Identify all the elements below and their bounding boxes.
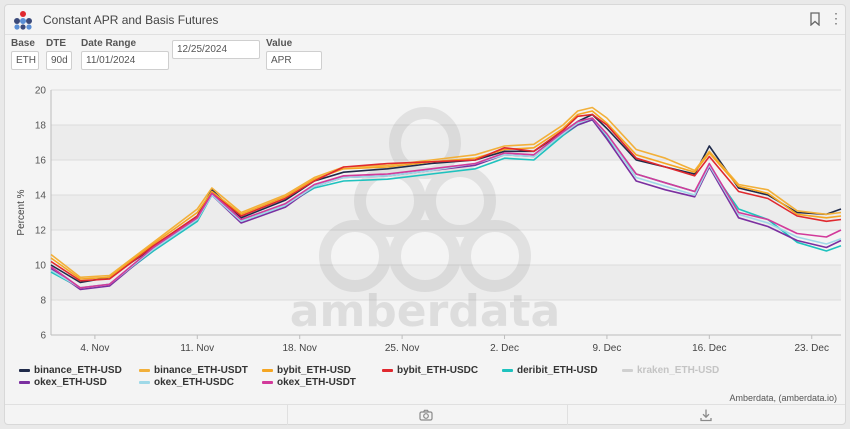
legend-swatch: [262, 380, 273, 384]
grid-band: [51, 195, 841, 230]
y-tick-label: 14: [35, 191, 47, 202]
series-line-binance_ETH-USDT[interactable]: [50, 106, 842, 279]
legend-item-binance_ETH-USDT[interactable]: binance_ETH-USDT: [139, 365, 248, 376]
y-tick-label: 6: [40, 331, 46, 342]
value-control: Value APR: [266, 38, 322, 70]
x-tick-label: 16. Dec: [692, 343, 726, 354]
amberdata-logo-icon: [14, 11, 32, 30]
legend-label: bybit_ETH-USDC: [397, 365, 479, 376]
watermark-logo: [319, 107, 531, 292]
base-control: Base ETH: [11, 38, 39, 70]
legend-swatch: [139, 368, 150, 372]
y-tick-label: 18: [35, 121, 47, 132]
value-label: Value: [266, 38, 293, 49]
footer-divider: [287, 405, 288, 425]
dte-control: DTE 90d: [46, 38, 72, 70]
legend-swatch: [502, 368, 513, 372]
legend-item-okex_ETH-USDT[interactable]: okex_ETH-USDT: [262, 377, 356, 388]
legend-item-bybit_ETH-USDC[interactable]: bybit_ETH-USDC: [382, 365, 478, 376]
panel-header: Constant APR and Basis Futures ⋮: [5, 5, 845, 35]
watermark-circle: [389, 107, 461, 179]
y-tick-label: 20: [35, 86, 47, 97]
grid-band: [51, 265, 841, 300]
legend-swatch: [622, 368, 633, 372]
watermark-text: amberdata: [290, 286, 561, 337]
series-line-bybit_ETH-USD[interactable]: [50, 110, 842, 280]
dte-select[interactable]: 90d: [46, 51, 72, 70]
y-axis-label: Percent %: [16, 189, 27, 235]
dte-label: DTE: [46, 38, 66, 49]
legend-item-okex_ETH-USD[interactable]: okex_ETH-USD: [19, 377, 107, 388]
camera-icon[interactable]: [419, 408, 433, 422]
series-line-okex_ETH-USDC[interactable]: [50, 117, 842, 289]
x-tick-label: 18. Nov: [282, 343, 316, 354]
watermark-circle: [319, 220, 391, 292]
legend-swatch: [19, 380, 30, 384]
footer-divider: [567, 405, 568, 425]
x-tick-label: 25. Nov: [385, 343, 419, 354]
y-tick-label: 16: [35, 156, 47, 167]
legend-swatch: [139, 380, 150, 384]
legend-item-kraken_ETH-USD[interactable]: kraken_ETH-USD: [622, 365, 719, 376]
base-label: Base: [11, 38, 35, 49]
watermark-circle: [354, 165, 426, 237]
legend-item-binance_ETH-USD[interactable]: binance_ETH-USD: [19, 365, 122, 376]
legend-item-okex_ETH-USDC[interactable]: okex_ETH-USDC: [139, 377, 234, 388]
x-tick-label: 9. Dec: [592, 343, 621, 354]
watermark-circle: [459, 220, 531, 292]
legend-item-deribit_ETH-USD[interactable]: deribit_ETH-USD: [502, 365, 598, 376]
panel-title: Constant APR and Basis Futures: [43, 13, 219, 27]
x-tick-label: 23. Dec: [795, 343, 829, 354]
legend-label: binance_ETH-USD: [34, 365, 122, 376]
chart-credit: Amberdata, (amberdata.io): [729, 393, 837, 403]
x-tick-label: 4. Nov: [80, 343, 109, 354]
panel-footer: [5, 404, 845, 425]
download-icon[interactable]: [699, 408, 713, 422]
date-range-start-input[interactable]: 11/01/2024: [81, 51, 169, 70]
legend-label: okex_ETH-USDC: [154, 377, 235, 388]
y-tick-label: 12: [35, 226, 47, 237]
legend-label: okex_ETH-USDT: [277, 377, 356, 388]
date-range-start-control: Date Range 11/01/2024: [81, 38, 169, 70]
legend-swatch: [382, 368, 393, 372]
legend-label: deribit_ETH-USD: [517, 365, 598, 376]
legend-item-bybit_ETH-USD[interactable]: bybit_ETH-USD: [262, 365, 351, 376]
value-select[interactable]: APR: [266, 51, 322, 70]
date-range-label: Date Range: [81, 38, 137, 49]
y-tick-label: 10: [35, 261, 47, 272]
y-tick-label: 8: [40, 296, 46, 307]
x-tick-label: 2. Dec: [490, 343, 519, 354]
line-chart[interactable]: 6 8 10 12 14 16 18 20 amberdata 4. Nov 11. Nov 18. …: [5, 71, 845, 371]
date-range-end-input[interactable]: 12/25/2024: [172, 40, 260, 59]
legend-label: bybit_ETH-USD: [277, 365, 351, 376]
bookmark-icon[interactable]: [809, 12, 821, 26]
legend-swatch: [19, 368, 30, 372]
date-range-end-control: 12/25/2024: [172, 38, 260, 59]
series-line-okex_ETH-USDT[interactable]: [50, 117, 842, 289]
chart-area: 6 8 10 12 14 16 18 20 amberdata 4. Nov 11. Nov 18. …: [5, 71, 845, 405]
legend-swatch: [262, 368, 273, 372]
legend-label: kraken_ETH-USD: [637, 365, 720, 376]
kebab-menu-icon[interactable]: ⋮: [829, 10, 843, 26]
chart-panel: Constant APR and Basis Futures ⋮ Base ET…: [4, 4, 846, 425]
base-select[interactable]: ETH: [11, 51, 39, 70]
legend-label: okex_ETH-USD: [34, 377, 107, 388]
watermark-circle: [389, 220, 461, 292]
legend-label: binance_ETH-USDT: [154, 365, 248, 376]
x-tick-label: 11. Nov: [180, 343, 214, 354]
